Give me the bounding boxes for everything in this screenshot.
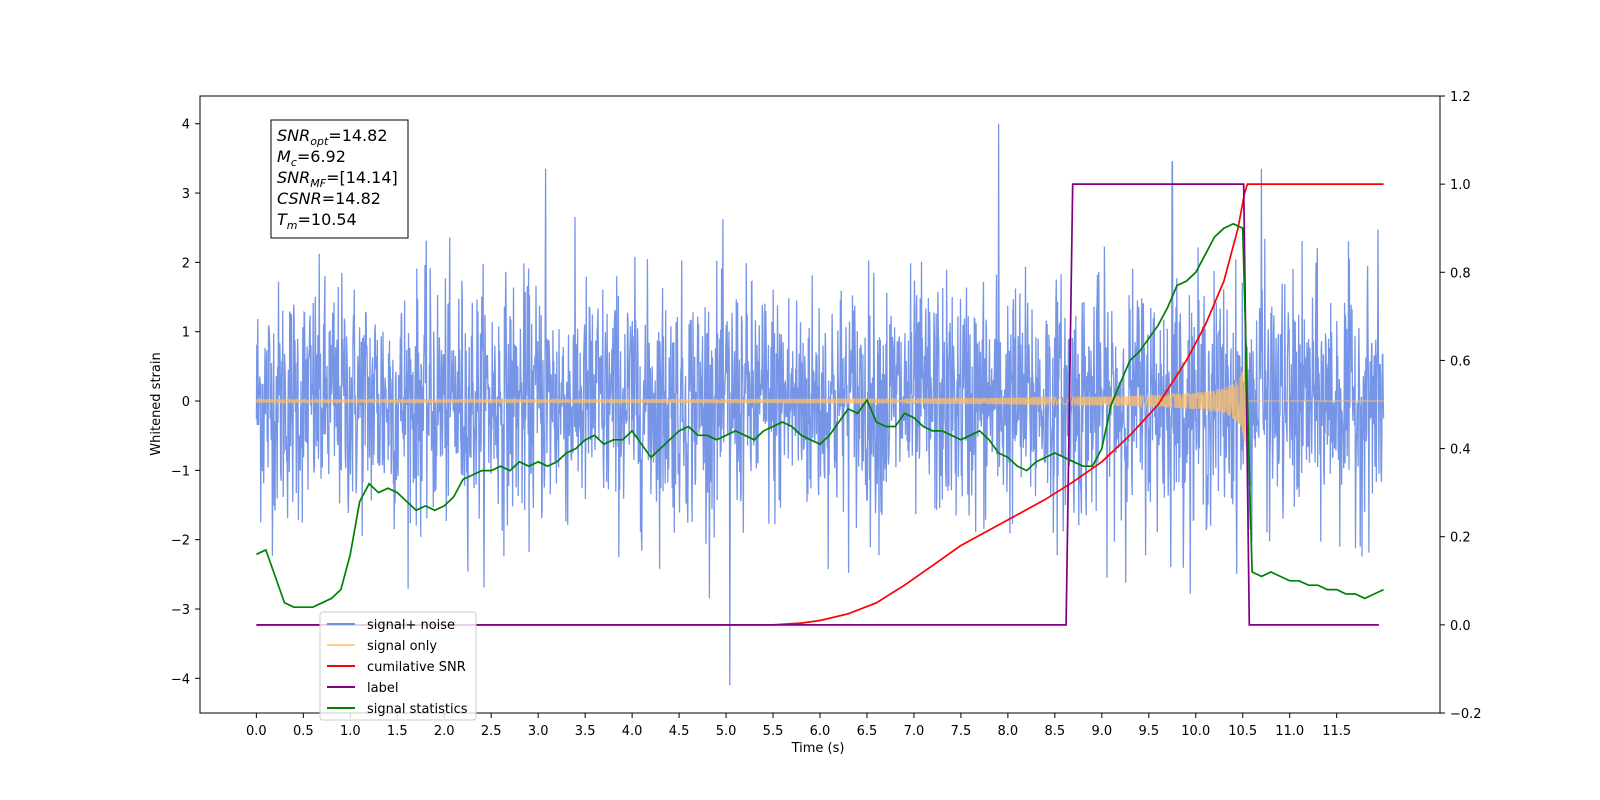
legend-label: label xyxy=(367,681,398,696)
x-tick-label: 9.0 xyxy=(1091,724,1112,739)
x-tick-label: 1.5 xyxy=(387,724,408,739)
y2-axis-ticks: 1.2 1.0 0.8 0.6 0.4 0.2 0.0 −0.2 xyxy=(1440,90,1482,722)
legend-label: signal statistics xyxy=(367,702,468,717)
y-tick-label: 0 xyxy=(182,395,190,410)
y-tick-label: −4 xyxy=(171,672,190,687)
y-tick-label: 1 xyxy=(182,326,190,341)
x-tick-label: 3.0 xyxy=(528,724,549,739)
info-line: Tm=10.54 xyxy=(277,210,357,232)
y2-tick-label: 1.2 xyxy=(1450,90,1471,105)
y-tick-label: −1 xyxy=(171,464,190,479)
x-tick-label: 7.0 xyxy=(904,724,925,739)
y-tick-label: 2 xyxy=(182,256,190,271)
y-axis-ticks: 4 3 2 1 0 −1 −2 −3 −4 xyxy=(171,118,200,687)
x-tick-label: 0.0 xyxy=(246,724,267,739)
legend: signal+ noise signal only cumilative SNR la… xyxy=(319,611,477,721)
info-box: SNRopt=14.82Mc=6.92SNRMF=[14.14]CSNR=14.… xyxy=(270,119,409,239)
x-tick-label: 9.5 xyxy=(1138,724,1159,739)
x-tick-label: 2.0 xyxy=(434,724,455,739)
series-line-signal-statistics xyxy=(256,222,1384,609)
x-tick-label: 7.5 xyxy=(951,724,972,739)
x-tick-label: 2.5 xyxy=(481,724,502,739)
x-tick-label: 8.5 xyxy=(1045,724,1066,739)
info-line: CSNR=14.82 xyxy=(277,189,381,208)
y2-tick-label: 0.0 xyxy=(1450,619,1471,634)
legend-label: signal only xyxy=(367,639,437,654)
series-line-signal-only xyxy=(255,353,1384,447)
x-tick-label: 11.5 xyxy=(1322,724,1351,739)
y-tick-label: −3 xyxy=(171,603,190,618)
y2-tick-label: 0.4 xyxy=(1450,443,1471,458)
x-tick-label: 10.5 xyxy=(1228,724,1257,739)
legend-label: signal+ noise xyxy=(367,618,455,633)
x-tick-label: 5.0 xyxy=(716,724,737,739)
x-tick-label: 6.5 xyxy=(857,724,878,739)
series-line-signal-noise xyxy=(255,123,1385,686)
x-tick-label: 8.0 xyxy=(998,724,1019,739)
info-line: SNRMF=[14.14] xyxy=(277,168,398,190)
x-axis-label: Time (s) xyxy=(791,741,845,756)
y2-tick-label: 0.2 xyxy=(1450,531,1471,546)
x-tick-label: 3.5 xyxy=(575,724,596,739)
y2-tick-label: −0.2 xyxy=(1450,707,1482,722)
y-tick-label: 3 xyxy=(182,187,190,202)
info-box-frame xyxy=(270,119,409,239)
y-tick-label: −2 xyxy=(171,534,190,549)
x-tick-label: 11.0 xyxy=(1275,724,1304,739)
series-line-cumilative-snr xyxy=(256,183,1384,626)
x-axis-ticks: 0.0 0.5 1.0 1.5 2.0 2.5 3.0 3.5 4.0 4.5 5.0 5.5 6.0 6… xyxy=(246,713,1351,739)
x-tick-label: 10.0 xyxy=(1181,724,1210,739)
series-line-label xyxy=(256,183,1379,626)
info-line: Mc=6.92 xyxy=(277,147,346,169)
info-line: SNRopt=14.82 xyxy=(277,126,388,148)
legend-frame xyxy=(319,611,477,721)
x-tick-label: 6.0 xyxy=(810,724,831,739)
y-axis-label: Whitened strain xyxy=(149,352,164,455)
y2-tick-label: 0.8 xyxy=(1450,266,1471,281)
x-tick-label: 5.5 xyxy=(763,724,784,739)
x-tick-label: 4.0 xyxy=(622,724,643,739)
series-layer xyxy=(255,123,1385,686)
legend-label: cumilative SNR xyxy=(367,660,466,675)
x-tick-label: 0.5 xyxy=(293,724,314,739)
x-tick-label: 1.0 xyxy=(340,724,361,739)
x-tick-label: 4.5 xyxy=(669,724,690,739)
y2-tick-label: 0.6 xyxy=(1450,354,1471,369)
y-tick-label: 4 xyxy=(182,118,190,133)
y2-tick-label: 1.0 xyxy=(1450,178,1471,193)
